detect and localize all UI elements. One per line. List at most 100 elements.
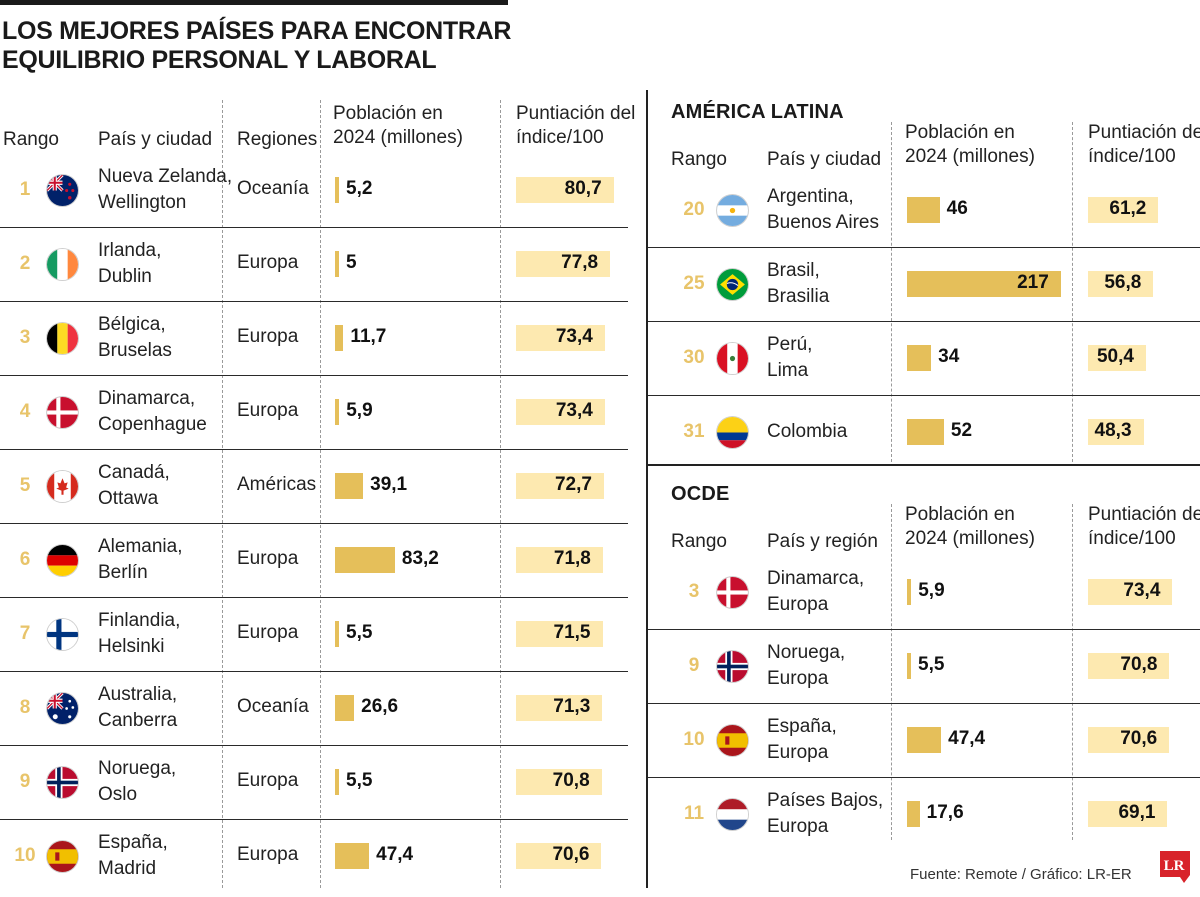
population-value: 5,2 <box>346 178 373 199</box>
title-line-2: EQUILIBRIO PERSONAL Y LABORAL <box>2 46 437 74</box>
population-bar <box>335 843 370 869</box>
population-bar <box>335 695 355 721</box>
rank-label: 5 <box>19 475 31 496</box>
score-box <box>1088 727 1170 753</box>
left-col-pop-header-line2: 2024 (millones) <box>333 127 463 148</box>
row-divider <box>648 395 1200 396</box>
population-value: 217 <box>1017 272 1049 293</box>
latam-col-pop-header-line2: 2024 (millones) <box>905 146 1035 167</box>
row-divider <box>648 777 1200 778</box>
ocde-col-pop-header-line1: Población en <box>905 504 1015 525</box>
country-name: Canadá, Ottawa <box>98 462 170 509</box>
region-label: Europa <box>237 548 299 569</box>
left-col-region-header: Regiones <box>237 129 318 150</box>
score-box <box>516 547 603 573</box>
score-value: 73,4 <box>555 400 593 421</box>
population-bar <box>907 197 940 223</box>
score-value: 73,4 <box>1123 580 1161 601</box>
population-value: 83,2 <box>401 548 439 569</box>
row-divider <box>0 597 628 598</box>
rank-label: 30 <box>683 347 705 368</box>
top-rule <box>0 0 508 5</box>
score-value: 77,8 <box>561 252 599 273</box>
norway-flag <box>47 766 78 798</box>
score-box <box>1088 197 1159 223</box>
lr-logo-text: LR <box>1164 858 1185 874</box>
population-value: 39,1 <box>370 474 408 495</box>
australia-flag <box>47 692 78 724</box>
country-name: Brasil, Brasilia <box>767 260 830 307</box>
population-value: 5,9 <box>346 400 373 421</box>
population-bar <box>335 325 344 351</box>
score-box <box>1088 801 1168 827</box>
row-divider <box>0 819 628 820</box>
row-divider <box>648 629 1200 630</box>
country-name: Colombia <box>767 421 848 442</box>
latam-score-divider <box>1072 122 1073 462</box>
row-divider <box>648 703 1200 704</box>
source-note: Fuente: Remote / Gráfico: LR-ER <box>910 866 1132 883</box>
netherlands-flag <box>717 798 748 830</box>
region-label: Europa <box>237 622 299 643</box>
rank-label: 1 <box>19 179 31 200</box>
latam-col-pop-header: Población en 2024 (millones) <box>905 121 1035 169</box>
row-divider <box>0 449 628 450</box>
rank-label: 8 <box>19 697 31 718</box>
country-name: Australia, Canberra <box>98 684 178 731</box>
ocde-heading: OCDE <box>671 483 730 505</box>
region-label: Europa <box>237 252 299 273</box>
country-name: Finlandia, Helsinki <box>98 610 181 657</box>
row-divider <box>648 247 1200 248</box>
ocde-col-pop-header: Población en 2024 (millones) <box>905 503 1035 551</box>
row-divider <box>0 671 628 672</box>
score-box <box>516 695 603 721</box>
population-value: 47,4 <box>948 728 986 749</box>
population-bar <box>907 801 920 827</box>
score-box <box>516 621 603 647</box>
population-bar <box>907 579 912 605</box>
rank-label: 11 <box>683 803 705 824</box>
rank-label: 3 <box>19 327 31 348</box>
norway-flag <box>717 650 748 682</box>
left-col-score-header-line2: índice/100 <box>516 127 604 148</box>
ocde-col-score-header-line1: Puntiación del <box>1088 504 1200 525</box>
country-name: Bélgica, Bruselas <box>98 314 172 361</box>
score-box <box>1088 419 1144 445</box>
latam-col-pop-header-line1: Población en <box>905 122 1015 143</box>
population-bar <box>907 271 1062 297</box>
score-box <box>1088 345 1146 371</box>
finland-flag <box>47 618 78 650</box>
left-population-divider <box>320 100 321 888</box>
rank-label: 31 <box>683 421 705 442</box>
row-divider <box>0 301 628 302</box>
latam-col-score-header-line2: índice/100 <box>1088 146 1176 167</box>
population-value: 5 <box>346 252 357 273</box>
canada-flag <box>47 470 78 502</box>
score-box <box>1088 579 1173 605</box>
ocde-col-pop-header-line2: 2024 (millones) <box>905 528 1035 549</box>
country-name: Países Bajos, Europa <box>767 790 884 837</box>
left-col-score-header: Puntiación del índice/100 <box>516 102 635 150</box>
page-title: LOS MEJORES PAÍSES PARA ENCONTRAR EQUILI… <box>2 17 511 75</box>
rank-label: 2 <box>19 253 31 274</box>
score-value: 70,6 <box>1120 728 1158 749</box>
center-divider <box>646 90 648 888</box>
denmark-flag <box>717 576 748 608</box>
spain-flag <box>47 840 78 872</box>
score-box <box>516 473 604 499</box>
left-col-score-header-line1: Puntiación del <box>516 103 636 124</box>
rank-label: 4 <box>19 401 31 422</box>
latam-col-score-header: Puntiación del índice/100 <box>1088 121 1200 169</box>
rank-label: 25 <box>683 273 705 294</box>
region-label: Europa <box>237 326 299 347</box>
left-region-divider <box>222 100 223 888</box>
population-value: 34 <box>938 346 960 367</box>
population-bar <box>335 547 395 573</box>
brazil-flag <box>717 268 748 300</box>
population-bar <box>335 177 339 203</box>
country-name: Argentina, Buenos Aires <box>767 186 879 233</box>
left-col-pop-header-line1: Población en <box>333 103 443 124</box>
ireland-flag <box>47 248 78 280</box>
spain-flag <box>717 724 748 756</box>
rank-label: 7 <box>19 623 31 644</box>
